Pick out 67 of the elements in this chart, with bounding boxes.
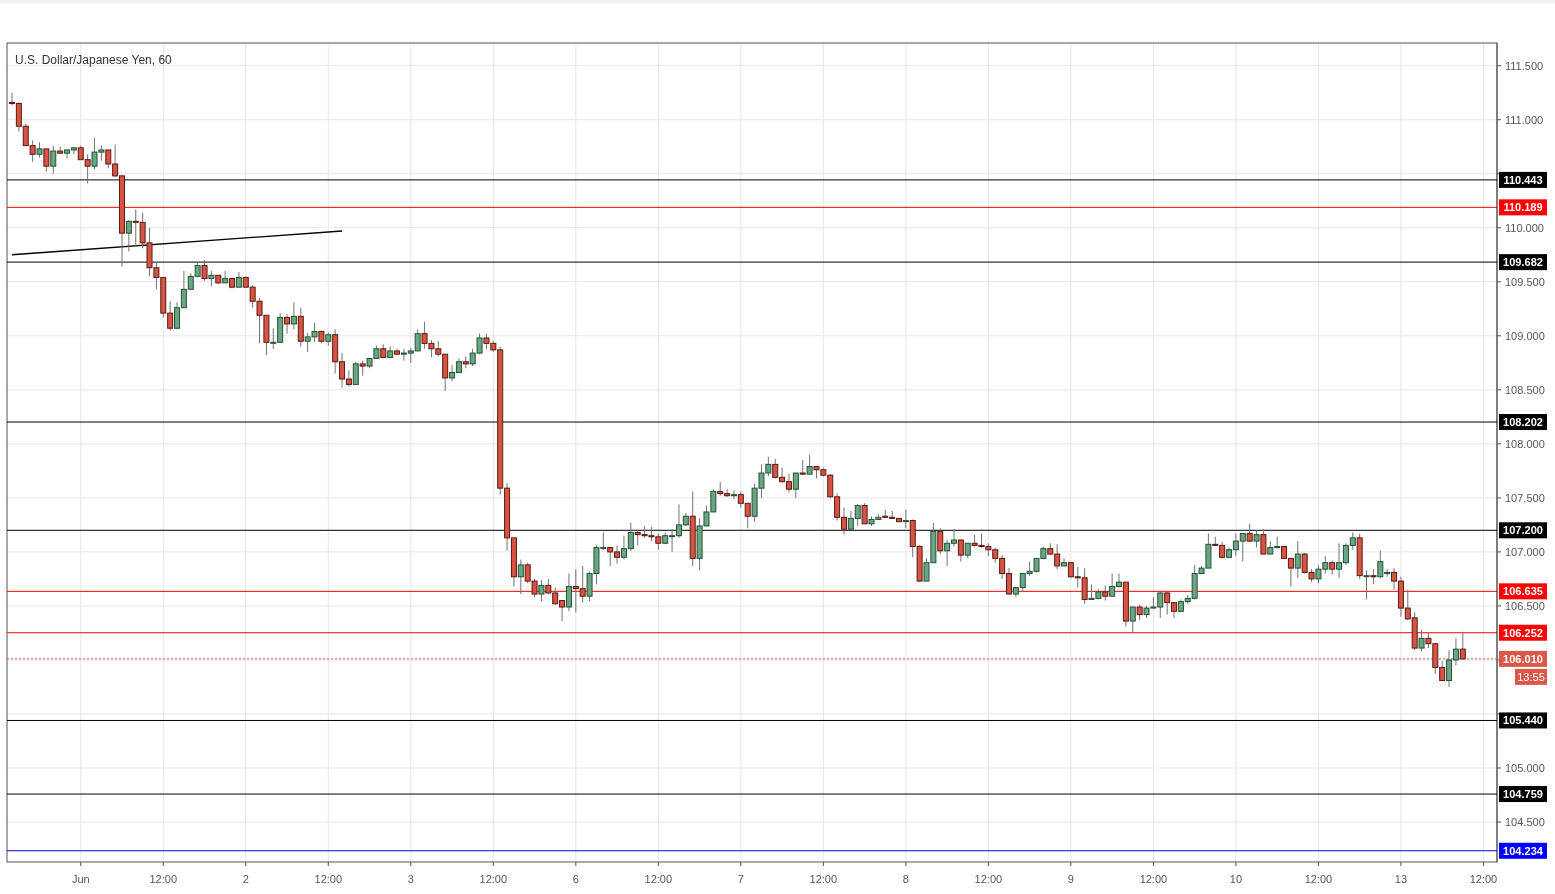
ref-line-label: 110.189 [1503, 201, 1543, 214]
y-tick-label: 109.000 [1505, 329, 1545, 342]
candlestick [1061, 557, 1068, 567]
ref-line-label: 109.682 [1503, 255, 1543, 268]
y-tick-label: 108.500 [1505, 383, 1545, 396]
candlestick [565, 573, 572, 612]
x-tick-label: 12:00 [314, 873, 343, 885]
y-tick-label: 104.500 [1505, 815, 1545, 828]
y-tick-label: 111.500 [1505, 59, 1544, 72]
candlestick [902, 509, 909, 529]
y-tick-label: 111.000 [1505, 113, 1544, 126]
y-tick-label: 108.000 [1505, 437, 1545, 450]
candlestick [957, 539, 964, 563]
candlestick [1363, 569, 1370, 600]
candlestick [1129, 606, 1136, 634]
x-tick-label: 3 [407, 873, 414, 885]
candlestick [1294, 540, 1301, 579]
ref-line-label: 106.010 [1503, 652, 1543, 665]
x-tick-label: 12:00 [479, 873, 508, 885]
x-tick-label: 7 [737, 873, 744, 885]
ref-line-label: 107.200 [1503, 524, 1543, 537]
candlestick [792, 472, 799, 499]
candlestick [538, 579, 545, 603]
x-tick-label: 2 [242, 873, 249, 885]
ref-line-label: 106.635 [1503, 585, 1543, 598]
x-tick-label: Jun [71, 873, 90, 885]
candlestick [1418, 629, 1425, 652]
ref-line-label: 110.443 [1503, 173, 1543, 186]
ref-line-label: 104.759 [1503, 787, 1543, 800]
candlestick [1260, 528, 1267, 555]
text: U.S. Dollar/Japanese Yen, 60 [15, 53, 173, 67]
x-tick-label: 8 [902, 873, 909, 885]
y-tick-label: 107.000 [1505, 545, 1545, 558]
y-tick-label: 105.000 [1505, 761, 1545, 774]
x-tick-label: 10 [1229, 873, 1243, 885]
x-tick-label: 12:00 [1304, 873, 1333, 885]
x-tick-label: 12:00 [644, 873, 673, 885]
candlestick [730, 489, 737, 500]
x-tick-label: 12:00 [1139, 873, 1168, 885]
candlestick [806, 454, 813, 475]
text: 13:55 [1517, 670, 1545, 683]
candlestick [517, 558, 524, 595]
x-tick-label: 12:00 [974, 873, 1003, 885]
x-tick-label: 12:00 [1469, 873, 1498, 885]
y-tick-label: 109.500 [1505, 275, 1545, 288]
candlestick [352, 361, 359, 385]
x-tick-label: 12:00 [149, 873, 178, 885]
candlestick [937, 527, 944, 555]
y-tick-label: 106.500 [1505, 599, 1545, 612]
ref-line-label: 108.202 [1503, 415, 1543, 428]
candlestick [284, 313, 291, 335]
candlestick [861, 502, 868, 525]
ref-line-label: 105.440 [1503, 714, 1543, 727]
candlestick [201, 259, 208, 282]
ref-line-label: 104.234 [1503, 844, 1544, 857]
y-tick-label: 110.000 [1505, 221, 1544, 234]
x-tick-label: 12:00 [809, 873, 838, 885]
candlestick [57, 146, 64, 154]
x-tick-label: 9 [1067, 873, 1074, 885]
x-tick-label: 6 [572, 873, 579, 885]
candlestick [43, 148, 50, 173]
candlestick [125, 219, 132, 253]
candlestick [50, 145, 57, 175]
candlestick [290, 301, 297, 330]
y-tick-label: 107.500 [1505, 491, 1545, 504]
ref-line-label: 106.252 [1503, 626, 1543, 639]
x-tick-label: 13 [1394, 873, 1408, 885]
